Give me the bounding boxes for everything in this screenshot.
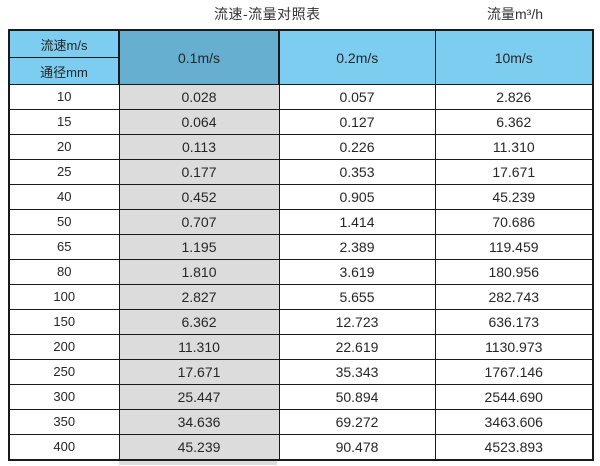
flow-value-cell: 0.113 <box>118 134 280 160</box>
diameter-cell: 400 <box>8 434 120 461</box>
flow-value-cell: 70.686 <box>434 209 594 235</box>
table-row: 200 11.310 22.619 1130.973 <box>8 334 594 360</box>
table-row: 300 25.447 50.894 2544.690 <box>8 384 594 410</box>
flow-value-cell: 0.057 <box>278 84 436 110</box>
table-row: 65 1.195 2.389 119.459 <box>8 234 594 260</box>
flow-value-cell: 90.478 <box>278 434 436 461</box>
diameter-cell: 65 <box>8 234 120 260</box>
table-row: 10 0.028 0.057 2.826 <box>8 84 594 110</box>
flow-value-cell: 636.173 <box>434 309 594 335</box>
diameter-cell: 40 <box>8 184 120 210</box>
flow-value-cell: 69.272 <box>278 409 436 435</box>
flow-value-cell: 11.310 <box>434 134 594 160</box>
flow-value-cell: 0.452 <box>118 184 280 210</box>
diameter-cell: 20 <box>8 134 120 160</box>
table-title: 流速-流量对照表 <box>214 6 321 22</box>
flow-value-cell: 0.177 <box>118 159 280 185</box>
table-row: 100 2.827 5.655 282.743 <box>8 284 594 310</box>
flow-value-cell: 17.671 <box>434 159 594 185</box>
flow-value-cell: 17.671 <box>118 359 280 385</box>
flow-value-cell: 6.362 <box>118 309 280 335</box>
flow-value-cell: 2.826 <box>434 84 594 110</box>
flow-value-cell: 35.343 <box>278 359 436 385</box>
table-row: 150 6.362 12.723 636.173 <box>8 309 594 335</box>
header-velocity-label: 流速m/s <box>8 29 120 58</box>
flow-value-cell: 0.127 <box>278 109 436 135</box>
flow-value-cell: 6.362 <box>434 109 594 135</box>
header-col-0-1ms: 0.1m/s <box>118 29 280 85</box>
diameter-cell: 80 <box>8 259 120 285</box>
table-row: 15 0.064 0.127 6.362 <box>8 109 594 135</box>
table-row: 400 45.239 90.478 4523.893 <box>8 434 594 461</box>
diameter-cell: 350 <box>8 409 120 435</box>
flow-value-cell: 1767.146 <box>434 359 594 385</box>
flow-value-cell: 22.619 <box>278 334 436 360</box>
flow-value-cell: 0.707 <box>118 209 280 235</box>
flow-value-cell: 1130.973 <box>434 334 594 360</box>
table-row: 80 1.810 3.619 180.956 <box>8 259 594 285</box>
flow-rate-unit-title: 流量m³/h <box>487 6 543 22</box>
gray-column-overhang <box>119 461 277 465</box>
diameter-cell: 250 <box>8 359 120 385</box>
flow-value-cell: 45.239 <box>434 184 594 210</box>
diameter-cell: 100 <box>8 284 120 310</box>
flow-value-cell: 50.894 <box>278 384 436 410</box>
flow-velocity-table: 流速m/s 0.1m/s 0.2m/s 10m/s 通径mm 10 0.028 0.… <box>8 29 594 461</box>
diameter-cell: 15 <box>8 109 120 135</box>
flow-value-cell: 12.723 <box>278 309 436 335</box>
flow-value-cell: 180.956 <box>434 259 594 285</box>
table-row: 350 34.636 69.272 3463.606 <box>8 409 594 435</box>
flow-value-cell: 5.655 <box>278 284 436 310</box>
table-row: 25 0.177 0.353 17.671 <box>8 159 594 185</box>
diameter-cell: 10 <box>8 84 120 110</box>
table-body: 10 0.028 0.057 2.826 15 0.064 0.127 6.362 20 0.11… <box>8 84 594 461</box>
header-col-10ms: 10m/s <box>434 29 594 85</box>
diameter-cell: 25 <box>8 159 120 185</box>
diameter-cell: 300 <box>8 384 120 410</box>
header-row-bottom: 通径mm <box>8 57 593 85</box>
flow-value-cell: 3.619 <box>278 259 436 285</box>
table-row: 250 17.671 35.343 1767.146 <box>8 359 594 385</box>
flow-value-cell: 0.064 <box>118 109 280 135</box>
flow-value-cell: 0.353 <box>278 159 436 185</box>
header-diameter-label: 通径mm <box>8 57 120 85</box>
flow-value-cell: 11.310 <box>118 334 280 360</box>
flow-value-cell: 119.459 <box>434 234 594 260</box>
diameter-cell: 50 <box>8 209 120 235</box>
flow-value-cell: 45.239 <box>118 434 280 461</box>
flow-value-cell: 3463.606 <box>434 409 594 435</box>
table-header: 流速m/s 0.1m/s 0.2m/s 10m/s 通径mm <box>8 29 594 85</box>
flow-value-cell: 1.414 <box>278 209 436 235</box>
flow-value-cell: 2.827 <box>118 284 280 310</box>
flow-value-cell: 1.195 <box>118 234 280 260</box>
header-row-top: 流速m/s 0.1m/s 0.2m/s 10m/s <box>8 29 594 85</box>
flow-value-cell: 0.028 <box>118 84 280 110</box>
flow-value-cell: 4523.893 <box>434 434 594 461</box>
flow-value-cell: 34.636 <box>118 409 280 435</box>
flow-value-cell: 2544.690 <box>434 384 594 410</box>
flow-value-cell: 282.743 <box>434 284 594 310</box>
diameter-cell: 150 <box>8 309 120 335</box>
table-row: 20 0.113 0.226 11.310 <box>8 134 594 160</box>
flow-value-cell: 0.226 <box>278 134 436 160</box>
flow-value-cell: 2.389 <box>278 234 436 260</box>
flow-value-cell: 1.810 <box>118 259 280 285</box>
table-row: 40 0.452 0.905 45.239 <box>8 184 594 210</box>
diameter-cell: 200 <box>8 334 120 360</box>
table-row: 50 0.707 1.414 70.686 <box>8 209 594 235</box>
header-col-0-2ms: 0.2m/s <box>278 29 436 85</box>
flow-value-cell: 0.905 <box>278 184 436 210</box>
flow-value-cell: 25.447 <box>118 384 280 410</box>
